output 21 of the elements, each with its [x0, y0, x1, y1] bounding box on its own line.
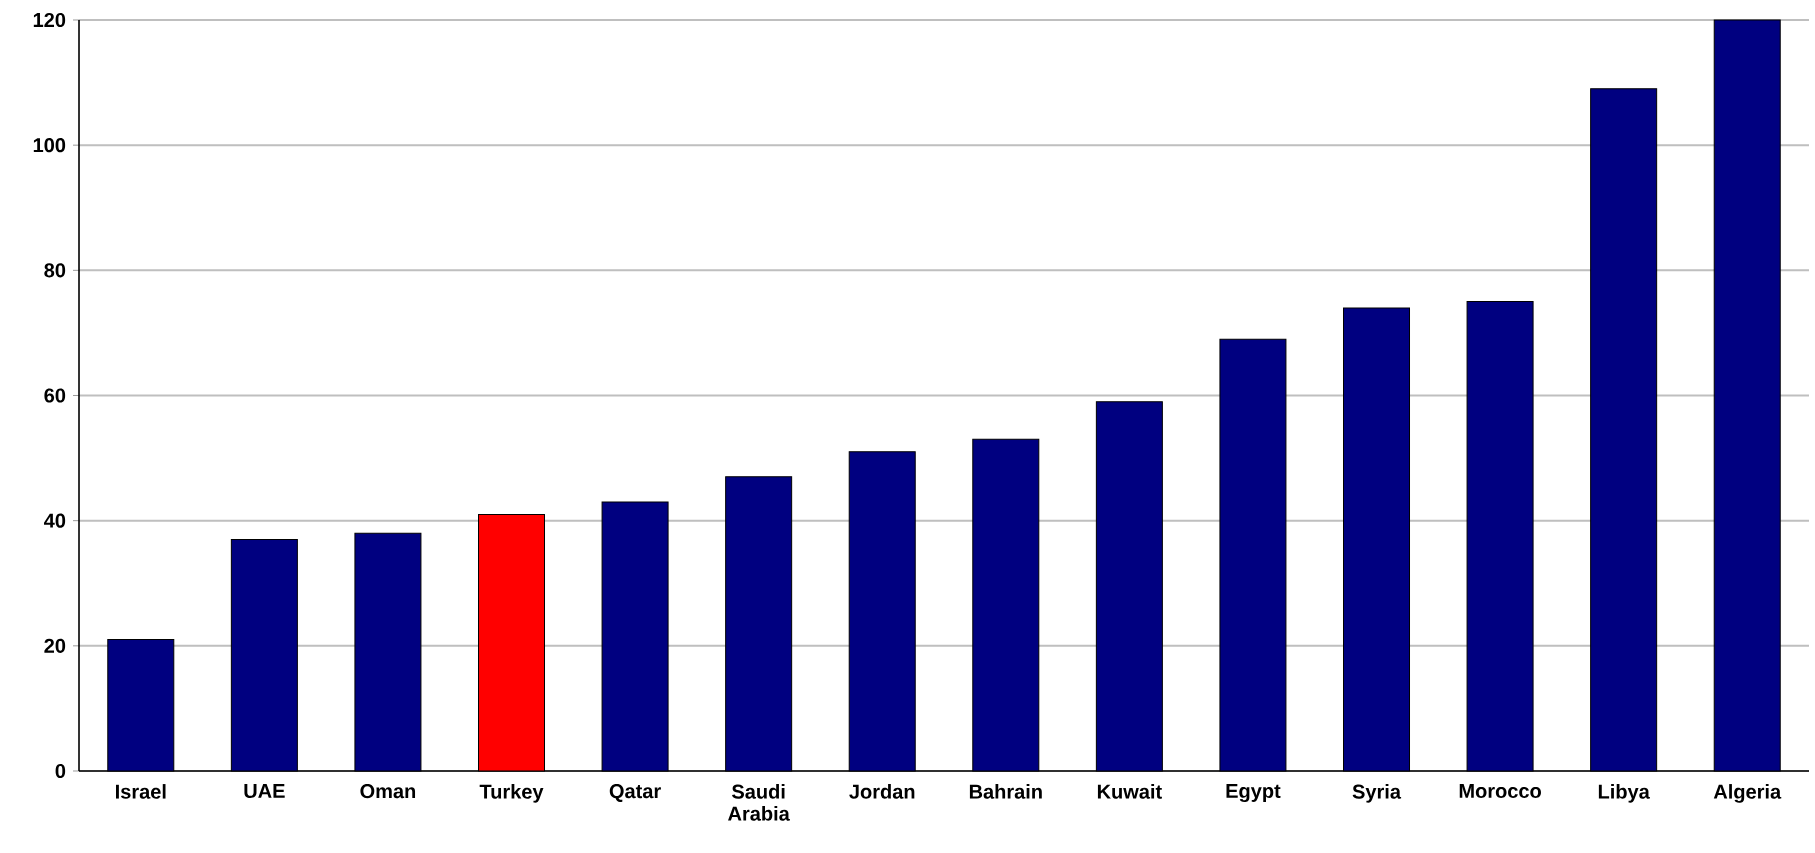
x-tick-label: Saudi Arabia — [728, 784, 790, 821]
x-tick-label: Algeria — [1713, 784, 1782, 803]
x-tick-label: Turkey — [479, 784, 544, 803]
x-tick-label: Egypt — [1226, 784, 1281, 803]
x-tick-label: Syria — [1352, 784, 1402, 803]
y-tick-label: 40 — [44, 513, 66, 528]
x-tick-label: Libya — [1598, 784, 1650, 803]
y-tick-label: 60 — [44, 388, 66, 403]
x-tick-label: Kuwait — [1097, 784, 1162, 799]
x-tick-label: Oman — [360, 784, 416, 799]
y-tick-label: 80 — [44, 263, 66, 278]
y-tick-label: 120 — [33, 12, 66, 28]
x-tick-label: UAE — [244, 784, 285, 799]
x-tick-label: Jordan — [849, 784, 915, 799]
x-tick-label: Israel — [116, 784, 166, 799]
x-tick-label: Bahrain — [969, 784, 1042, 799]
y-tick-label: 0 — [55, 763, 66, 779]
y-tick-label: 20 — [44, 638, 66, 653]
x-tick-label: Qatar — [609, 784, 661, 802]
x-tick-label: Morocco — [1459, 784, 1541, 799]
y-tick-label: 100 — [33, 138, 66, 153]
